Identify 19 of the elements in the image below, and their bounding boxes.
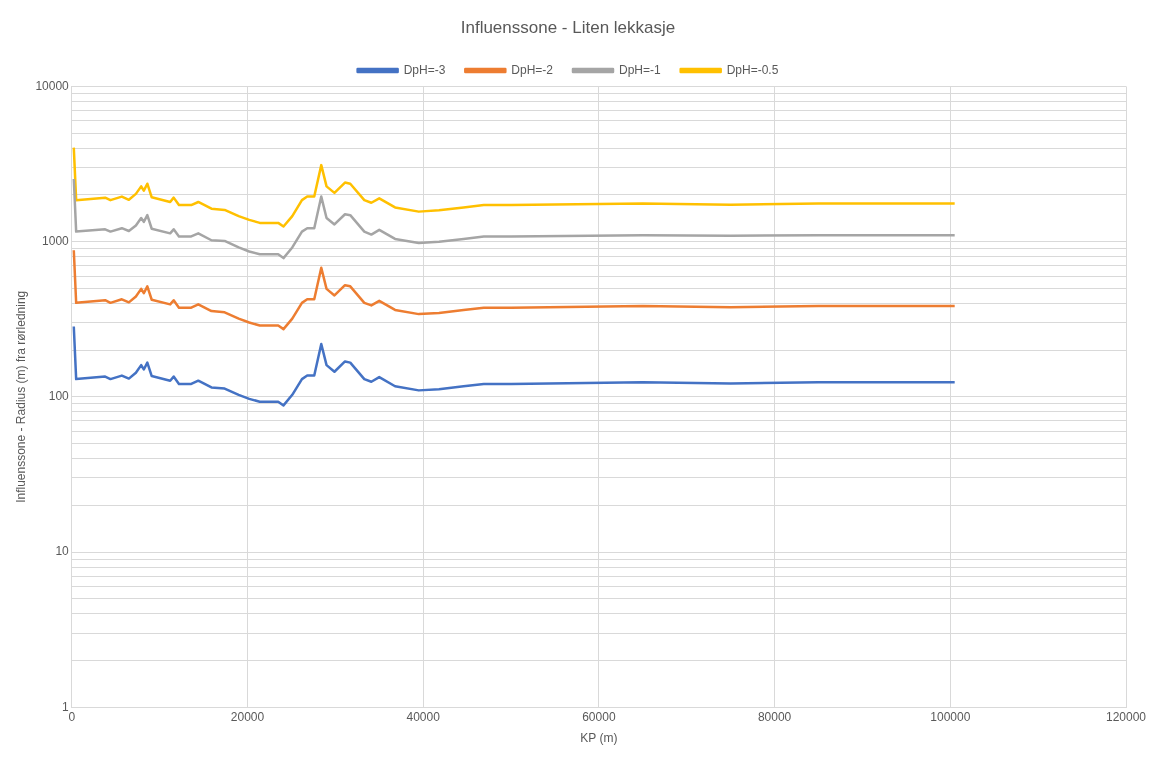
legend-label: DpH=-2 bbox=[511, 62, 554, 77]
legend-label: DpH=-1 bbox=[619, 62, 662, 77]
x-tick-label: 60000 bbox=[582, 709, 616, 724]
y-axis-title: Influenssone - Radius (m) fra rørledning bbox=[13, 290, 28, 503]
legend-label: DpH=-0.5 bbox=[726, 62, 779, 77]
x-axis-title: KP (m) bbox=[580, 731, 618, 746]
legend-label: DpH=-3 bbox=[403, 62, 446, 77]
x-tick-label: 100000 bbox=[930, 709, 971, 724]
x-tick-label: 40000 bbox=[406, 709, 441, 724]
x-tick-label: 80000 bbox=[757, 709, 792, 724]
y-tick-label: 10 bbox=[55, 544, 70, 559]
y-tick-label: 1 bbox=[62, 699, 70, 714]
x-tick-label: 0 bbox=[68, 709, 76, 724]
x-tick-label: 120000 bbox=[1105, 709, 1147, 724]
y-tick-label: 1000 bbox=[42, 233, 70, 248]
y-tick-label: 10000 bbox=[35, 78, 70, 93]
chart-title: Influenssone - Liten lekkasje bbox=[460, 17, 676, 37]
x-tick-label: 20000 bbox=[230, 709, 265, 724]
y-tick-label: 100 bbox=[48, 389, 70, 404]
